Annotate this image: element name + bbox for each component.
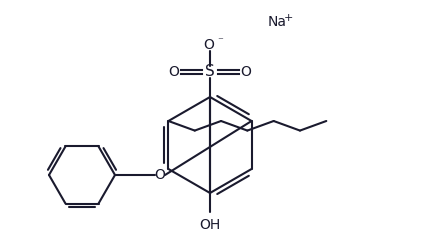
Text: O: O [241, 65, 252, 79]
Text: O: O [154, 168, 165, 182]
Text: O: O [168, 65, 179, 79]
Text: S: S [205, 64, 215, 79]
Text: OH: OH [199, 218, 221, 232]
Text: +: + [284, 13, 293, 23]
Text: O: O [203, 38, 214, 52]
Text: Na: Na [268, 15, 287, 29]
Text: ⁻: ⁻ [217, 36, 223, 46]
